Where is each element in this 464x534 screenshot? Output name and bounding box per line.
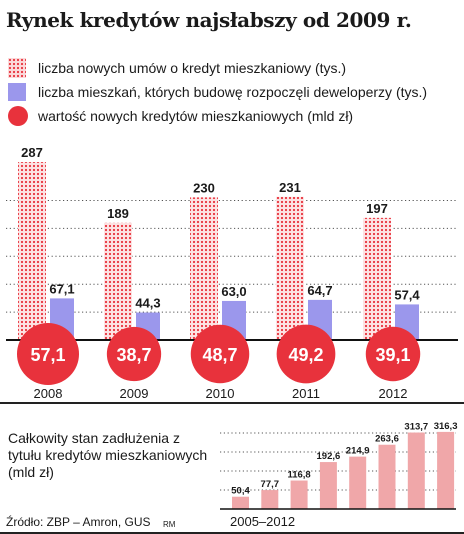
inset-title: Całkowity stan zadłużenia z tytułu kredy… [8,430,208,480]
bar-label-total-debt: 116,8 [287,470,310,481]
legend-label: wartość nowych kredytów mieszkaniowych (… [38,108,354,124]
circle-label-loan-value: 38,7 [116,345,151,365]
bar-label-housing-starts: 64,7 [307,283,332,298]
circle-loan-value [106,326,162,382]
author-initials: RM [163,520,176,529]
bar-new-loans [104,222,132,340]
bar-total-debt [319,462,337,509]
circle-label-loan-value: 57,1 [30,345,65,365]
bar-new-loans [276,196,304,340]
bar-label-total-debt: 192,6 [317,451,341,462]
bar-label-total-debt: 214,9 [346,446,370,457]
x-tick-label: 2012 [379,386,408,400]
bar-label-total-debt: 77,7 [261,479,280,490]
bar-label-housing-starts: 57,4 [394,287,420,302]
bar-total-debt [349,456,367,509]
bar-label-housing-starts: 63,0 [221,284,246,299]
circle-loan-value [276,324,336,384]
legend-item-housing-starts: liczba mieszkań, których budowę rozpoczę… [0,82,464,104]
bar-label-new-loans: 189 [107,206,129,221]
circle-label-loan-value: 39,1 [375,345,410,365]
bar-new-loans [363,217,391,340]
circle-loan-value [16,322,80,386]
x-tick-label: 2011 [292,386,320,400]
bar-label-total-debt: 313,7 [404,422,428,433]
divider [0,402,464,404]
bottom-rule [0,532,464,534]
legend-item-new-loans: liczba nowych umów o kredyt mieszkaniowy… [0,58,464,80]
circle-loan-value [365,326,421,382]
circle-swatch-icon [8,106,28,126]
legend-label: liczba nowych umów o kredyt mieszkaniowy… [38,60,347,76]
period-label: 2005–2012 [230,514,296,529]
main-chart: 287 67,1 189 44,3 230 63,0 231 64,7 197 57,4 57,1… [6,145,458,400]
bar-label-new-loans: 231 [279,180,301,195]
bar-new-loans [18,162,46,340]
square-swatch-icon [8,83,26,101]
bar-total-debt [437,431,455,509]
bar-label-new-loans: 230 [193,180,215,195]
bar-new-loans [190,197,218,340]
bar-label-total-debt: 316,3 [434,421,458,432]
x-tick-label: 2008 [34,386,63,400]
legend-label: liczba mieszkań, których budowę rozpoczę… [38,84,428,100]
dotted-swatch-icon [8,58,26,78]
circle-loan-value [190,324,250,384]
bar-total-debt [407,432,425,509]
circle-label-loan-value: 48,7 [202,345,237,365]
bar-total-debt [261,490,279,509]
chart-title: Rynek kredytów najsłabszy od 2009 r. [6,8,412,32]
bar-label-new-loans: 287 [21,145,43,160]
x-tick-label: 2010 [206,386,235,400]
bar-label-total-debt: 50,4 [231,486,250,497]
bar-label-housing-starts: 44,3 [135,296,160,311]
bar-total-debt [232,496,249,509]
bar-total-debt [290,480,308,509]
bar-label-housing-starts: 67,1 [49,281,74,296]
debt-chart: 50,4 77,7 116,8 192,6 214,9 263,6 313,7 316,3 [220,421,458,510]
circle-label-loan-value: 49,2 [288,345,323,365]
legend-item-loan-value: wartość nowych kredytów mieszkaniowych (… [0,106,464,128]
bar-label-new-loans: 197 [366,201,388,216]
bar-label-total-debt: 263,6 [375,434,399,445]
x-tick-label: 2009 [120,386,149,400]
source-note: Źródło: ZBP – Amron, GUS [6,515,151,529]
bar-total-debt [378,444,396,509]
